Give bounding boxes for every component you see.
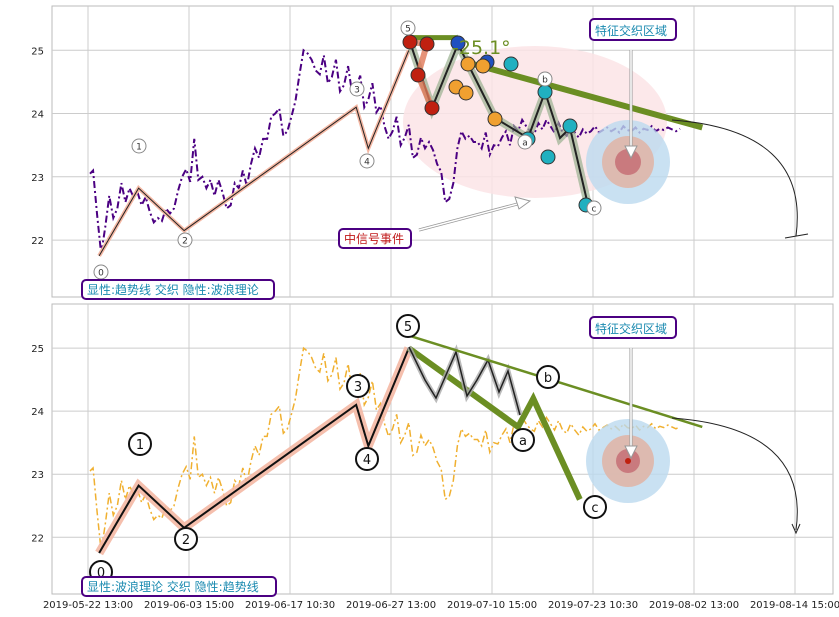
top-wave-label-1: 1 [136,143,142,153]
bottom-wave-label-6: a [519,434,527,449]
forecast-cap [784,233,809,239]
top-wave-badge-4 [359,153,375,169]
signal-badge-0 [402,34,418,50]
bottom-zone-arrowhead [624,445,638,460]
top-wave-badge-5 [400,20,416,36]
bottom-wave-label-8: c [591,501,598,516]
top-trendline [463,58,704,131]
top-wave-label-2: 2 [182,237,188,247]
y-tick-label: 22 [31,236,44,247]
event-arrow-core [418,201,526,231]
signal-badge-9 [475,58,491,74]
top-wave-line [98,50,410,257]
x-tick-label-2: 2019-06-17 10:30 [245,600,335,611]
zone-arrowhead [624,145,638,160]
top-wave-badge-8 [586,200,602,216]
top-red-segment [409,39,435,110]
bottom-wave-badge-8 [583,495,607,519]
signal-badge-11 [503,56,519,72]
x-tick-label-0: 2019-05-22 13:00 [43,600,133,611]
bottom-wave-badge-2 [174,527,198,551]
plot-area: 0 1 2 3 4 5 a b c -25.1° [89,20,809,280]
top-wave-label-8: c [592,205,597,215]
x-tick-label-5: 2019-07-23 10:30 [548,600,638,611]
signal-event-callout-box [338,228,412,249]
signal-badge-2 [410,67,426,83]
top-wave-label-5: 5 [405,25,411,35]
top-zone-inner [615,149,641,175]
y-tick-label: 25 [31,46,44,57]
bottom-price-line [89,346,681,552]
top-wave-label-7: b [542,76,548,86]
signal-badge-15 [562,118,578,134]
top-wave-label-4: 4 [364,158,370,168]
bottom-wave-badge-5 [396,314,420,338]
top-wave-badge-3 [349,81,365,97]
x-tick-label-6: 2019-08-02 13:00 [649,600,739,611]
bottom-wave-label-7: b [544,371,552,386]
x-tick-label-3: 2019-06-27 13:00 [346,600,436,611]
y-tick-label: 24 [31,110,44,121]
y-tick-label: 25 [31,344,44,355]
bottom-wave-label-1: 1 [136,438,144,453]
bottom-wave-label-4: 4 [363,453,371,468]
y-tick-label: 23 [31,470,44,481]
top-wave-badge-7 [537,71,553,87]
forecast-arc [671,119,798,237]
bottom-wave-label-0: 0 [97,566,105,581]
signal-badge-1 [419,36,435,52]
top-wave-badge-6 [517,134,533,150]
x-tick-label-1: 2019-06-03 15:00 [144,600,234,611]
event-arrowhead [514,196,532,210]
x-tick-label-7: 2019-08-14 15:00 [750,600,839,611]
signal-badge-4 [450,35,466,51]
signal-event-callout: 中信号事件 [344,231,404,246]
top-wave-label-6: a [522,139,528,149]
top-zone-callout: 特征交织区域 [595,23,667,38]
bottom-wave-badge-6 [511,428,535,452]
signal-badge-6 [460,56,476,72]
bottom-zone-callout: 特征交织区域 [595,321,667,336]
signal-badge-3 [424,100,440,116]
plot-frame [51,303,834,595]
angle-label: -25.1° [452,37,511,59]
top-legend-callout-box [81,279,275,300]
top-zone-callout-box [589,18,677,41]
bottom-wave-badge-7 [536,365,560,389]
top-wave-badge-1 [131,138,147,154]
bottom-wave-line [98,347,410,554]
bottom-zone-dot [625,458,631,464]
top-wave-label-3: 3 [354,86,360,96]
bottom-forecast-arrowhead [791,523,801,535]
bottom-zone-callout-box [589,316,677,339]
top-legend-callout: 显性:趋势线 交织 隐性:波浪理论 [87,282,259,297]
bottom-wave-label-5: 5 [404,320,412,335]
y-tick-label: 22 [31,533,44,544]
bottom-legend-callout-box [81,576,277,597]
top-wave-label-0: 0 [98,269,104,279]
bottom-wave-label-2: 2 [182,533,190,548]
top-wave-badge-2 [177,232,193,248]
bottom-wave-badge-1 [128,432,152,456]
bottom-zigzag-line [408,346,521,416]
y-tick-label: 24 [31,407,44,418]
plot-area: 0 1 2 3 4 5 a b c [89,314,801,584]
signal-badge-10 [487,111,503,127]
x-tick-label-4: 2019-07-10 15:00 [447,600,537,611]
bottom-wave-badge-3 [346,374,370,398]
bottom-wave-badge-4 [355,447,379,471]
signal-badge-14 [540,149,556,165]
top-price-line [89,48,681,255]
y-tick-label: 23 [31,173,44,184]
signal-badge-8 [458,85,474,101]
signal-badge-13 [537,84,553,100]
bottom-legend-callout: 显性:波浪理论 交织 隐性:趋势线 [87,579,259,594]
bottom-wave-label-3: 3 [354,380,362,395]
bottom-forecast-arc [671,417,798,531]
